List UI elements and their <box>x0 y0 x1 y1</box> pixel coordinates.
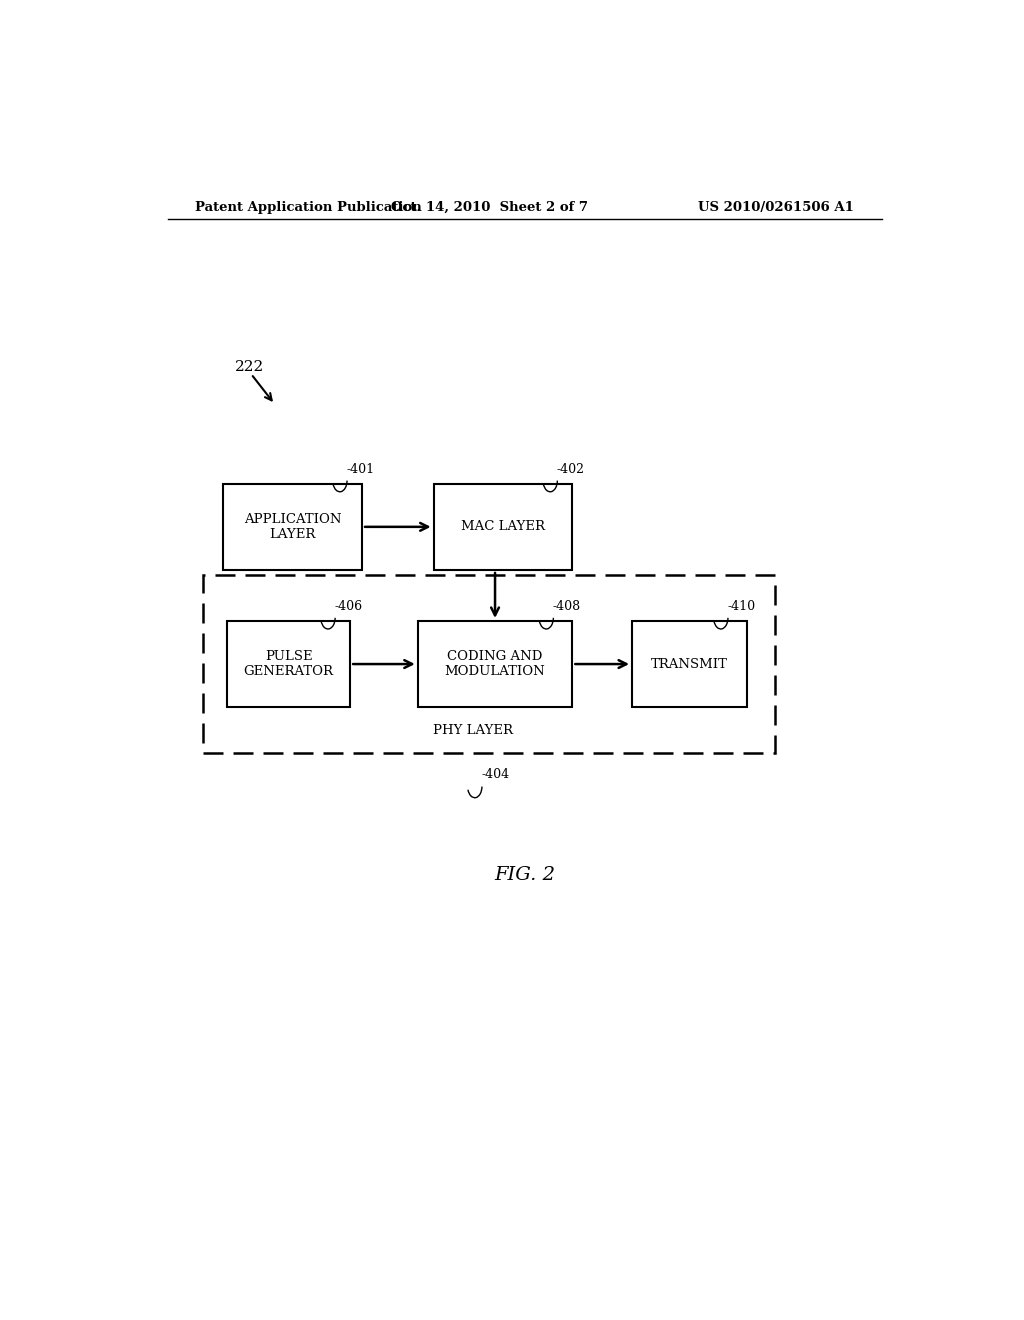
Text: -406: -406 <box>334 599 362 612</box>
Bar <box>204 576 775 752</box>
Text: -408: -408 <box>553 599 581 612</box>
Text: -402: -402 <box>557 462 585 475</box>
Text: -410: -410 <box>727 599 756 612</box>
Bar <box>632 620 748 708</box>
Text: PHY LAYER: PHY LAYER <box>433 725 513 737</box>
Text: CODING AND
MODULATION: CODING AND MODULATION <box>444 649 546 678</box>
Bar <box>433 483 572 570</box>
Text: Oct. 14, 2010  Sheet 2 of 7: Oct. 14, 2010 Sheet 2 of 7 <box>390 201 588 214</box>
Text: APPLICATION
LAYER: APPLICATION LAYER <box>244 513 341 541</box>
Text: US 2010/0261506 A1: US 2010/0261506 A1 <box>698 201 854 214</box>
Bar <box>418 620 572 708</box>
Text: MAC LAYER: MAC LAYER <box>461 520 545 533</box>
Text: TRANSMIT: TRANSMIT <box>651 657 728 671</box>
Text: FIG. 2: FIG. 2 <box>495 866 555 884</box>
Bar <box>223 483 362 570</box>
Text: PULSE
GENERATOR: PULSE GENERATOR <box>244 649 334 678</box>
Text: -401: -401 <box>346 462 375 475</box>
Text: 222: 222 <box>236 360 264 374</box>
Text: -404: -404 <box>481 768 509 781</box>
Bar <box>227 620 350 708</box>
Text: Patent Application Publication: Patent Application Publication <box>196 201 422 214</box>
